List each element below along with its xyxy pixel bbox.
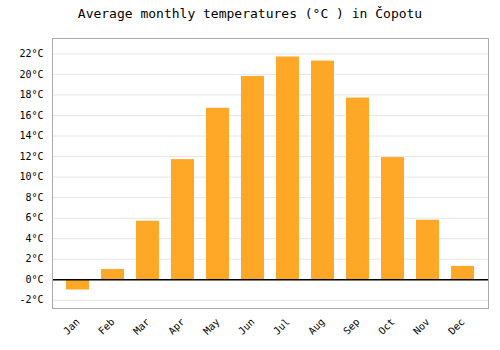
svg-text:Mar: Mar [131, 316, 152, 337]
svg-text:2°C: 2°C [25, 253, 43, 264]
svg-text:0°C: 0°C [25, 274, 43, 285]
svg-text:12°C: 12°C [19, 151, 43, 162]
svg-text:Aug: Aug [306, 316, 327, 337]
svg-text:Dec: Dec [446, 316, 467, 337]
svg-text:14°C: 14°C [19, 130, 43, 141]
svg-text:Nov: Nov [411, 316, 432, 337]
svg-text:8°C: 8°C [25, 192, 43, 203]
svg-text:-2°C: -2°C [19, 294, 43, 305]
svg-text:22°C: 22°C [19, 48, 43, 59]
svg-text:Jan: Jan [61, 316, 82, 337]
svg-text:Sep: Sep [341, 316, 362, 337]
svg-text:Jun: Jun [236, 316, 257, 337]
svg-text:20°C: 20°C [19, 69, 43, 80]
svg-text:Jul: Jul [271, 316, 292, 337]
svg-text:18°C: 18°C [19, 89, 43, 100]
svg-text:Oct: Oct [376, 316, 397, 337]
svg-text:6°C: 6°C [25, 212, 43, 223]
svg-text:4°C: 4°C [25, 233, 43, 244]
svg-text:Apr: Apr [166, 316, 187, 337]
svg-text:May: May [201, 316, 222, 337]
svg-text:Feb: Feb [96, 316, 117, 337]
svg-text:16°C: 16°C [19, 110, 43, 121]
html-text:Average monthly temperatures (: Average monthly temperatures (°C ) in Čo… [77, 6, 423, 21]
svg-text:10°C: 10°C [19, 171, 43, 182]
